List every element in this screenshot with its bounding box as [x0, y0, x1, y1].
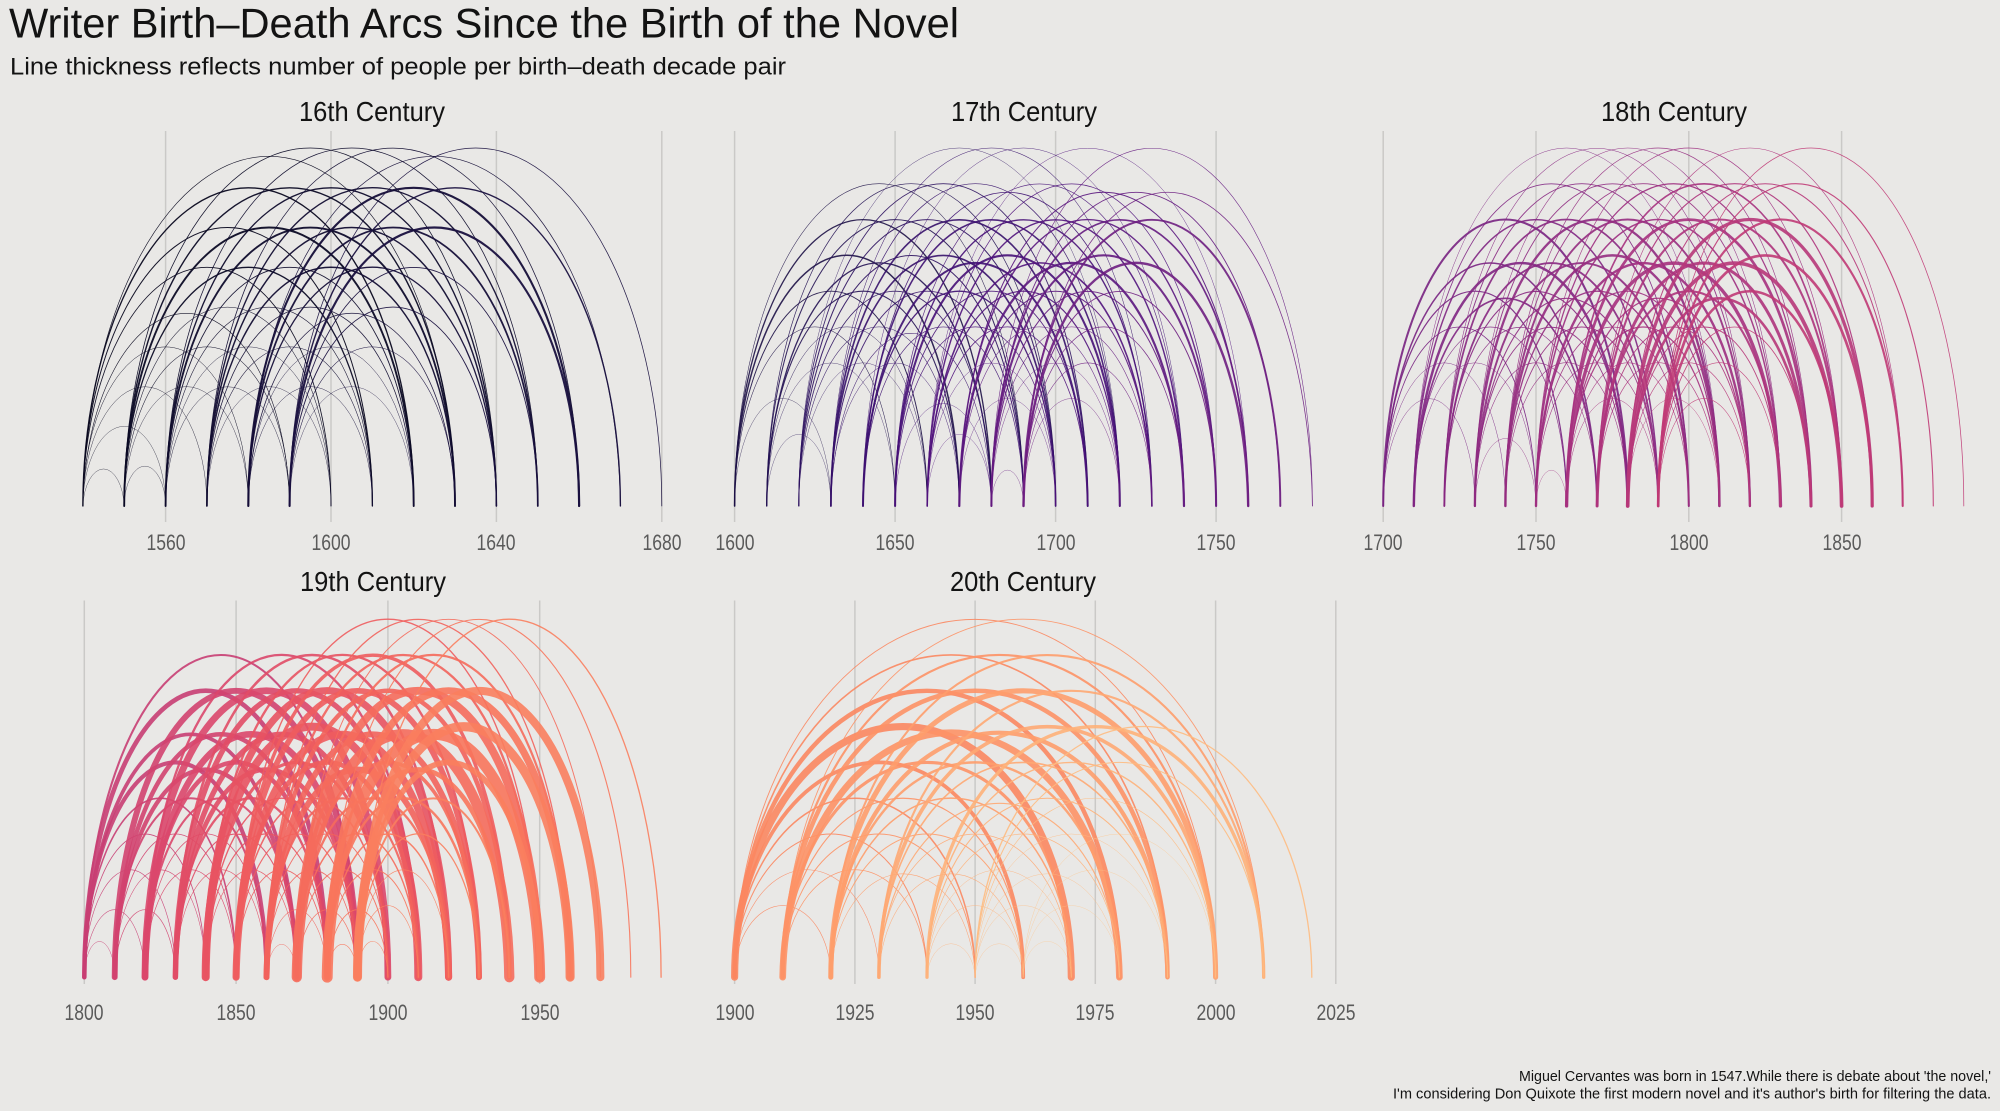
- svg-text:I'm considering Don Quixote th: I'm considering Don Quixote the first mo…: [1393, 1087, 1991, 1103]
- svg-text:1900: 1900: [369, 1000, 408, 1025]
- svg-text:1600: 1600: [312, 530, 351, 555]
- svg-text:1560: 1560: [147, 530, 186, 555]
- svg-text:2000: 2000: [1197, 1000, 1236, 1025]
- svg-text:Line thickness reflects number: Line thickness reflects number of people…: [10, 54, 786, 81]
- svg-text:1650: 1650: [876, 530, 915, 555]
- svg-text:16th Century: 16th Century: [299, 96, 445, 127]
- svg-text:1700: 1700: [1037, 530, 1076, 555]
- svg-text:1800: 1800: [1670, 530, 1709, 555]
- svg-text:1700: 1700: [1364, 530, 1403, 555]
- svg-text:17th Century: 17th Century: [951, 96, 1097, 127]
- svg-text:1850: 1850: [217, 1000, 256, 1025]
- svg-text:18th Century: 18th Century: [1601, 96, 1747, 127]
- svg-text:1750: 1750: [1197, 530, 1236, 555]
- svg-text:19th Century: 19th Century: [300, 566, 446, 597]
- svg-text:1600: 1600: [716, 530, 755, 555]
- svg-text:Miguel Cervantes was born in 1: Miguel Cervantes was born in 1547.While …: [1519, 1069, 1991, 1085]
- svg-text:2025: 2025: [1317, 1000, 1356, 1025]
- svg-text:1640: 1640: [477, 530, 516, 555]
- svg-text:1800: 1800: [65, 1000, 104, 1025]
- svg-text:1950: 1950: [956, 1000, 995, 1025]
- svg-text:1850: 1850: [1823, 530, 1862, 555]
- svg-text:1750: 1750: [1517, 530, 1556, 555]
- svg-text:20th Century: 20th Century: [950, 566, 1096, 597]
- svg-text:1680: 1680: [643, 530, 682, 555]
- svg-text:1950: 1950: [521, 1000, 560, 1025]
- svg-text:Writer Birth–Death Arcs Since: Writer Birth–Death Arcs Since the Birth …: [9, 0, 959, 47]
- svg-text:1975: 1975: [1076, 1000, 1115, 1025]
- svg-text:1900: 1900: [716, 1000, 755, 1025]
- svg-text:1925: 1925: [836, 1000, 875, 1025]
